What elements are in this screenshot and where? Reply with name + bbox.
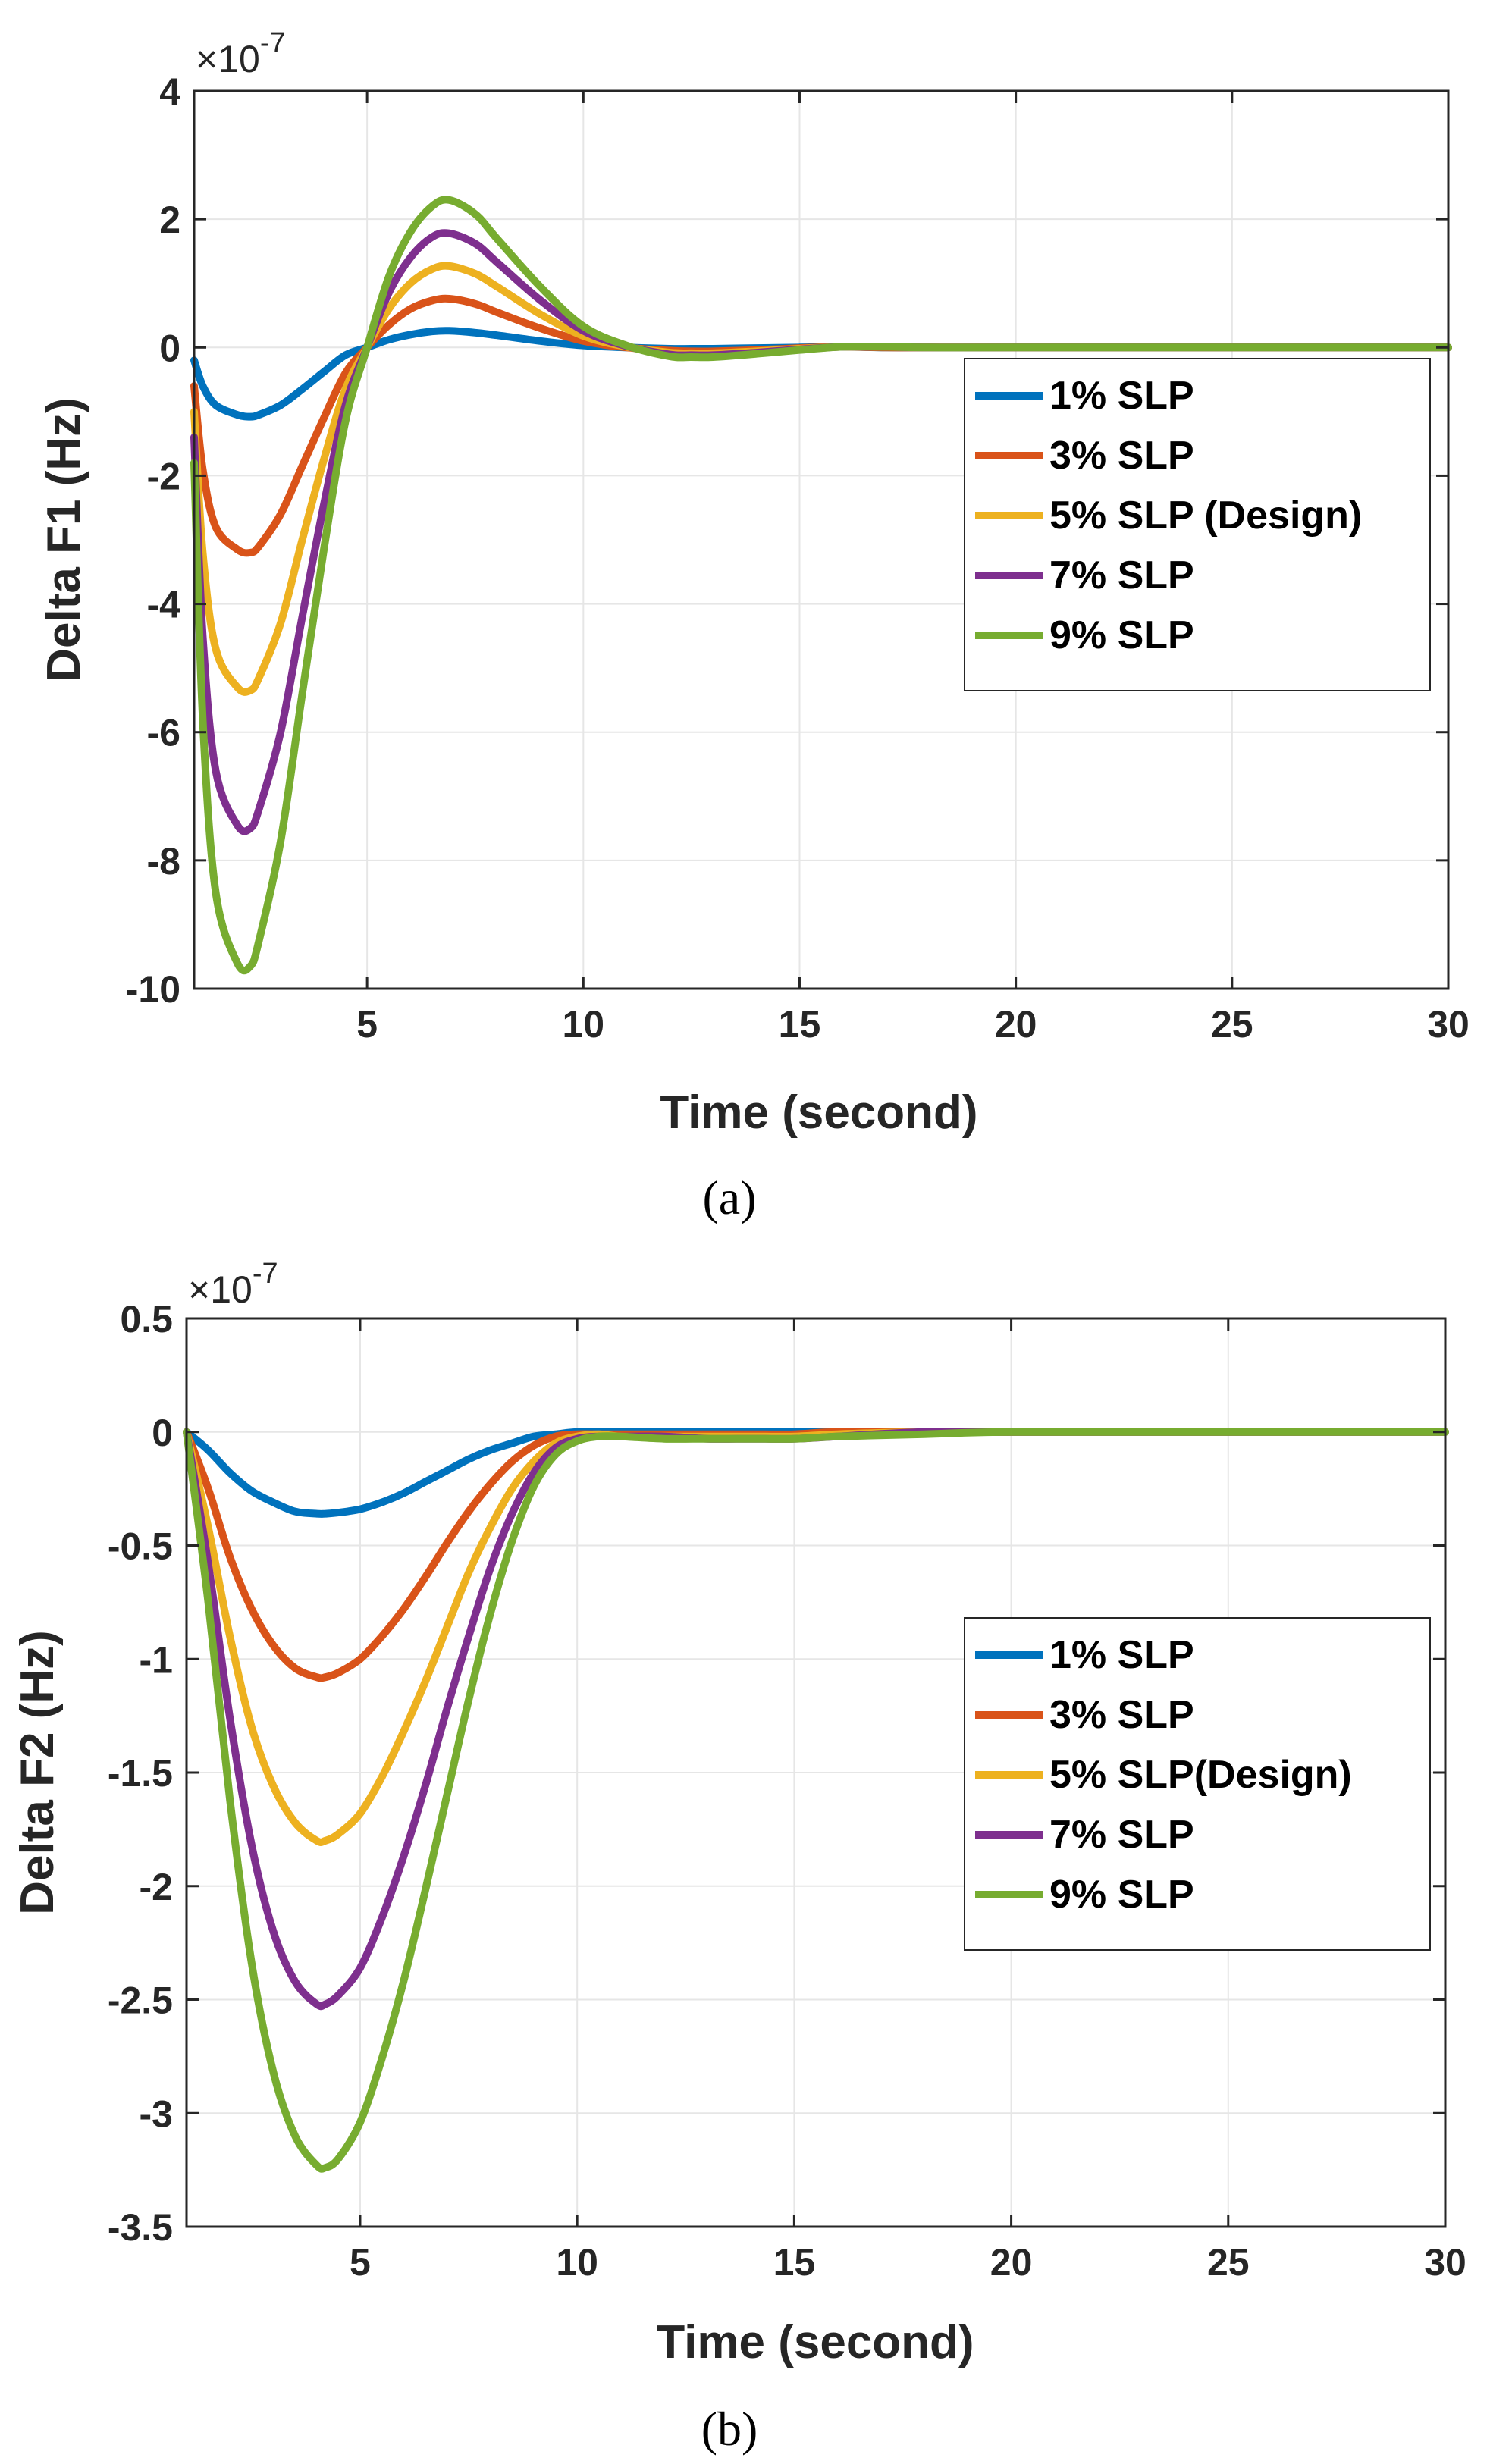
y-tick-label: 0.5 — [120, 1298, 173, 1340]
x-axis-label: Time (second) — [660, 1086, 977, 1139]
exponent-power: -7 — [260, 27, 286, 59]
series-lines — [190, 196, 1452, 975]
x-tick-label: 5 — [350, 2241, 371, 2284]
x-tick-label: 15 — [773, 2241, 816, 2284]
y-tick-label: -1 — [140, 1638, 173, 1681]
y-tick-labels: 4 2 0 -2 -4 -6 -8 -10 — [126, 71, 1448, 1011]
y-tick-label: -8 — [147, 840, 180, 882]
y-tick-label: -2 — [140, 1866, 173, 1908]
x-tick-labels: 5 10 15 20 25 30 — [350, 1318, 1466, 2284]
legend: 1% SLP 3% SLP 5% SLP(Design) 7% SLP 9% SLP — [964, 1617, 1431, 1951]
x-tick-labels: 5 10 15 20 25 30 — [356, 91, 1470, 1045]
y-tick-label: 2 — [159, 199, 180, 241]
legend-label-4: 7% SLP — [1049, 553, 1194, 597]
legend-label-5: 9% SLP — [1049, 1873, 1194, 1917]
x-tick-label: 30 — [1424, 2241, 1466, 2284]
plot-area-border — [193, 89, 1450, 990]
x-tick-label: 10 — [562, 1003, 604, 1045]
x-axis-label: Time (second) — [656, 2316, 974, 2368]
x-tick-label: 5 — [356, 1003, 378, 1045]
legend-label-2: 3% SLP — [1049, 434, 1194, 478]
series-lines — [183, 1428, 1449, 2173]
x-tick-label: 30 — [1427, 1003, 1470, 1045]
y-tick-labels: 0.5 0 -0.5 -1 -1.5 -2 -2.5 -3 -3.5 — [108, 1298, 1445, 2249]
series-line-5 — [183, 1428, 1449, 2173]
exponent-power: -7 — [253, 1258, 278, 1290]
legend-label-1: 1% SLP — [1049, 1633, 1194, 1677]
exponent-label: ×10-7 — [196, 27, 286, 80]
panel-label: (a) — [702, 1171, 756, 1224]
x-tick-label: 25 — [1211, 1003, 1253, 1045]
y-tick-label: -1.5 — [108, 1752, 173, 1795]
y-tick-label: -10 — [126, 968, 180, 1011]
y-tick-label: 4 — [159, 71, 180, 113]
exponent-label: ×10-7 — [188, 1258, 278, 1311]
y-tick-label: 0 — [159, 327, 180, 369]
legend-label-1: 1% SLP — [1049, 374, 1194, 418]
y-tick-label: -4 — [147, 584, 181, 626]
y-axis-label: Delta F1 (Hz) — [38, 397, 90, 682]
panel-label: (b) — [701, 2402, 758, 2456]
legend-label-5: 9% SLP — [1049, 613, 1194, 657]
x-tick-label: 20 — [995, 1003, 1037, 1045]
x-tick-label: 25 — [1207, 2241, 1250, 2284]
legend-label-3: 5% SLP(Design) — [1049, 1753, 1352, 1797]
legend-label-2: 3% SLP — [1049, 1693, 1194, 1737]
y-tick-label: 0 — [152, 1412, 173, 1454]
y-tick-label: -3 — [140, 2093, 173, 2135]
x-tick-label: 20 — [990, 2241, 1033, 2284]
series-line-5 — [190, 196, 1452, 975]
y-tick-label: -3.5 — [108, 2206, 173, 2249]
chart-panel-b: 5 10 15 20 25 30 0.5 0 -0.5 -1 -1.5 -2 -2.5 -3 -3.5 ×… — [11, 1258, 1466, 2456]
y-tick-label: -2.5 — [108, 1980, 173, 2022]
y-axis-label: Delta F2 (Hz) — [11, 1630, 64, 1914]
x-tick-label: 10 — [556, 2241, 598, 2284]
legend-label-4: 7% SLP — [1049, 1813, 1194, 1857]
chart-panel-a: 5 10 15 20 25 30 420-2-4-6-8-10 ×10-7 Time (s… — [38, 27, 1470, 1224]
y-tick-label: -6 — [147, 712, 180, 754]
legend: 1% SLP 3% SLP 5% SLP (Design) 7% SLP 9% SLP — [964, 358, 1431, 691]
legend-label-3: 5% SLP (Design) — [1049, 494, 1362, 538]
x-tick-label: 15 — [779, 1003, 821, 1045]
y-tick-label: -0.5 — [108, 1525, 173, 1568]
y-tick-label: -2 — [147, 455, 180, 497]
